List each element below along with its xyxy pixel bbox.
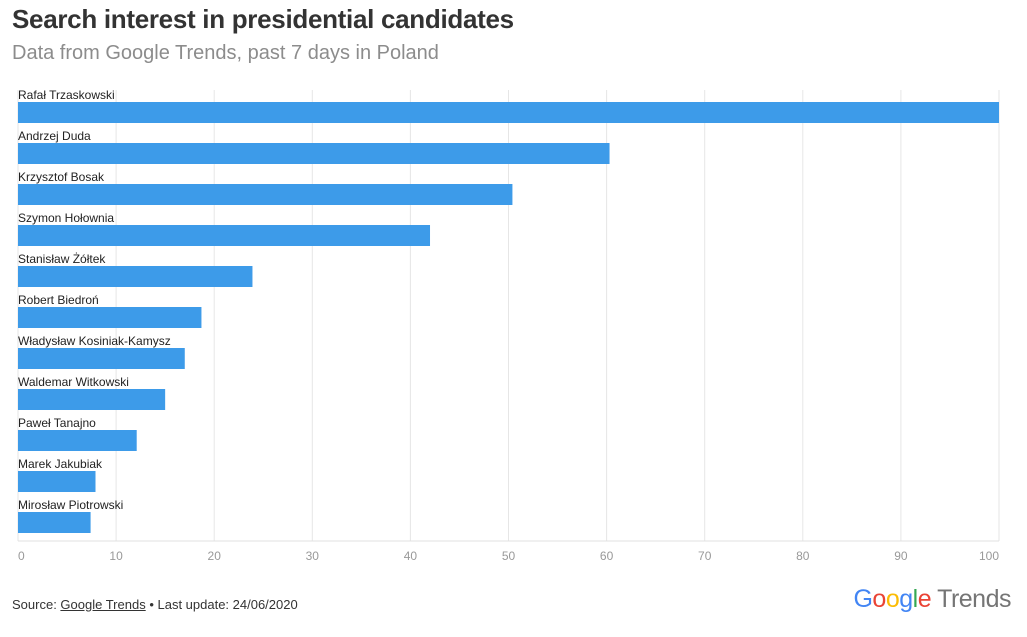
source-prefix: Source:: [12, 597, 61, 612]
category-label: Władysław Kosiniak-Kamysz: [18, 334, 171, 348]
x-tick-label: 60: [600, 549, 614, 563]
chart-title: Search interest in presidential candidat…: [12, 4, 514, 34]
x-tick-label: 40: [404, 549, 418, 563]
google-trends-logo: Google Trends: [853, 585, 1011, 613]
bar[interactable]: [18, 266, 253, 287]
footer-source: Source: Google Trends • Last update: 24/…: [12, 597, 298, 612]
bar[interactable]: [18, 184, 513, 205]
bar[interactable]: [18, 430, 137, 451]
chart-subtitle: Data from Google Trends, past 7 days in …: [12, 42, 439, 64]
category-label: Szymon Hołownia: [18, 211, 114, 225]
x-tick-label: 50: [502, 549, 516, 563]
x-tick-label: 20: [208, 549, 222, 563]
category-label: Mirosław Piotrowski: [18, 498, 123, 512]
x-tick-label: 70: [698, 549, 712, 563]
bar[interactable]: [18, 389, 166, 410]
category-label: Rafał Trzaskowski: [18, 88, 115, 102]
x-tick-label: 90: [894, 549, 908, 563]
source-link[interactable]: Google Trends: [60, 597, 146, 612]
category-label: Waldemar Witkowski: [18, 375, 129, 389]
category-label: Andrzej Duda: [18, 129, 91, 143]
category-label: Marek Jakubiak: [18, 457, 103, 471]
bar-chart: 0 10 20 30 40 50 60 70 80 90 100 Rafał Trzaskowski A…: [17, 88, 1000, 563]
bar[interactable]: [18, 471, 96, 492]
bar[interactable]: [18, 307, 202, 328]
x-tick-label: 10: [109, 549, 123, 563]
bar[interactable]: [18, 348, 185, 369]
bar[interactable]: [18, 512, 91, 533]
x-tick-label: 100: [979, 549, 999, 563]
x-tick-label: 0: [18, 549, 25, 563]
bar[interactable]: [18, 102, 999, 123]
x-tick-label: 30: [306, 549, 320, 563]
category-label: Robert Biedroń: [18, 293, 99, 307]
category-label: Krzysztof Bosak: [18, 170, 105, 184]
x-tick-label: 80: [796, 549, 810, 563]
bar[interactable]: [18, 143, 610, 164]
category-label: Stanisław Żółtek: [18, 252, 106, 266]
bar[interactable]: [18, 225, 431, 246]
last-update: • Last update: 24/06/2020: [145, 597, 298, 612]
category-label: Paweł Tanajno: [18, 416, 96, 430]
